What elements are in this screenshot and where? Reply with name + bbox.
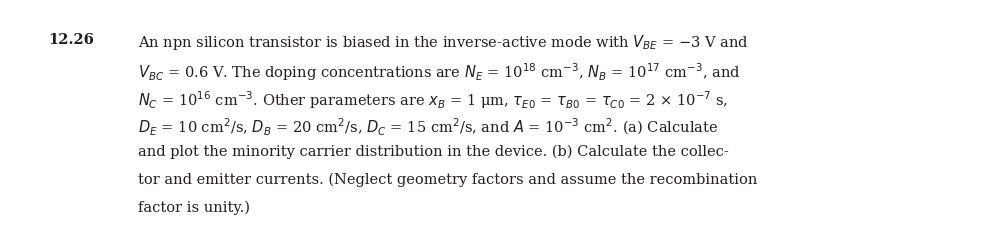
Text: $V_{BC}$ = 0.6 V. The doping concentrations are $N_E$ = 10$^{18}$ cm$^{-3}$, $N_: $V_{BC}$ = 0.6 V. The doping concentrati… <box>138 61 741 83</box>
Text: $N_C$ = 10$^{16}$ cm$^{-3}$. Other parameters are $x_B$ = 1 μm, $\tau_{E0}$ = $\: $N_C$ = 10$^{16}$ cm$^{-3}$. Other param… <box>138 89 728 111</box>
Text: 12.26: 12.26 <box>48 33 94 47</box>
Text: An npn silicon transistor is biased in the inverse-active mode with $V_{BE}$ = −: An npn silicon transistor is biased in t… <box>138 33 749 52</box>
Text: factor is unity.): factor is unity.) <box>138 201 250 215</box>
Text: $D_E$ = 10 cm$^2$/s, $D_B$ = 20 cm$^2$/s, $D_C$ = 15 cm$^2$/s, and $A$ = 10$^{-3: $D_E$ = 10 cm$^2$/s, $D_B$ = 20 cm$^2$/s… <box>138 117 718 138</box>
Text: tor and emitter currents. (Neglect geometry factors and assume the recombination: tor and emitter currents. (Neglect geome… <box>138 173 757 187</box>
Text: and plot the minority carrier distribution in the device. (b) Calculate the coll: and plot the minority carrier distributi… <box>138 145 729 159</box>
